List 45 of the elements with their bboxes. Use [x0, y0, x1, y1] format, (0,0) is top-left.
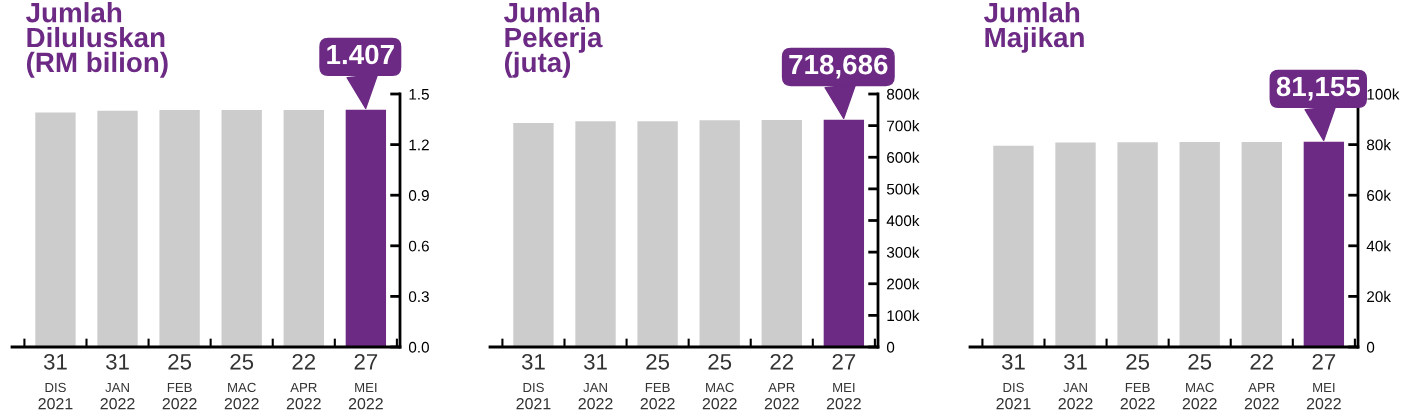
x-tick-label: 22 APR 2022: [286, 353, 321, 410]
chart-title: Jumlah Pekerja (juta): [504, 2, 603, 78]
y-tick-label: 60k: [1367, 189, 1391, 201]
y-tick-label: 0.0: [408, 341, 429, 353]
y-tick-label: 800k: [887, 88, 920, 100]
x-tick-label: 25 MAC 2022: [1182, 353, 1217, 410]
x-tick-label: 31 DIS 2021: [38, 353, 73, 410]
y-tick-label: 0: [1366, 341, 1375, 353]
x-tick-label: 31 DIS 2021: [516, 353, 551, 410]
x-tick-label: 31 JAN 2022: [1058, 353, 1093, 410]
y-tick-label: 1.2: [409, 139, 429, 151]
x-tick-label: 22 APR 2022: [1244, 353, 1279, 410]
x-tick-label: 25 FEB 2022: [1120, 353, 1155, 410]
x-tick-label: 25 FEB 2022: [162, 353, 197, 410]
y-tick-label: 400k: [886, 214, 920, 227]
y-tick-label: 1.5: [409, 89, 429, 100]
chart-title: Jumlah Majikan: [984, 2, 1084, 53]
x-tick-label: 27 MEI 2022: [348, 353, 383, 410]
x-tick-label: 25 MAC 2022: [224, 353, 259, 410]
y-tick-label: 100k: [1367, 88, 1400, 100]
y-tick-label: 0.6: [408, 240, 429, 252]
y-tick-label: 80k: [1367, 139, 1391, 151]
y-tick-label: 700k: [887, 120, 920, 132]
y-tick-label: 200k: [887, 278, 920, 290]
y-tick-label: 0.9: [408, 190, 429, 201]
data-label: 81,155: [1276, 76, 1361, 101]
x-tick-label: 31 DIS 2021: [996, 353, 1031, 410]
data-label: 1.407: [327, 44, 394, 65]
y-tick-label: 600k: [887, 151, 920, 163]
y-tick-label: 0: [886, 341, 895, 353]
data-label: 718,686: [789, 54, 888, 79]
y-tick-label: 500k: [886, 183, 920, 195]
chart-title: Jumlah Diluluskan (RM bilion): [26, 2, 168, 78]
y-tick-label: 0.3: [408, 291, 429, 303]
x-tick-label: 31 JAN 2022: [578, 353, 613, 410]
x-tick-label: 25 MAC 2022: [702, 353, 737, 410]
y-tick-label: 100k: [887, 309, 920, 322]
y-tick-label: 20k: [1367, 290, 1391, 303]
x-tick-label: 25 FEB 2022: [640, 353, 675, 410]
x-tick-label: 31 JAN 2022: [100, 353, 135, 410]
x-tick-label: 27 MEI 2022: [1306, 353, 1341, 410]
x-tick-label: 27 MEI 2022: [826, 353, 861, 410]
x-tick-label: 22 APR 2022: [764, 353, 799, 410]
y-tick-label: 40k: [1366, 240, 1391, 252]
y-tick-label: 300k: [886, 246, 920, 258]
